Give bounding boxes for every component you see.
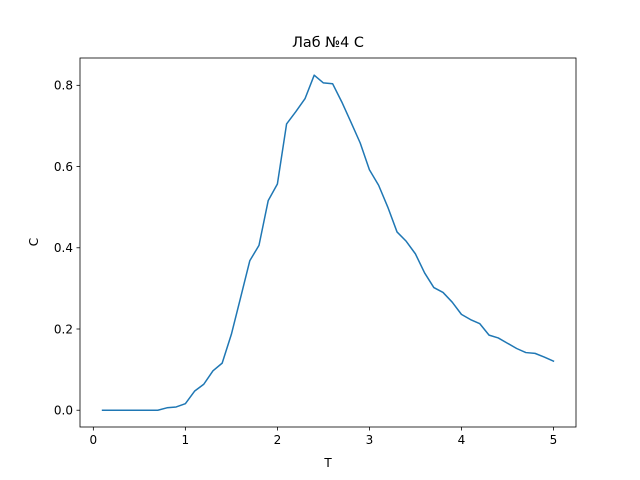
x-tick-label: 2 — [274, 433, 282, 447]
x-axis-label: T — [323, 456, 332, 470]
y-tick-label: 0.2 — [54, 322, 73, 336]
y-axis-label: C — [27, 238, 41, 246]
y-tick-label: 0.8 — [54, 79, 73, 93]
plot-frame — [79, 57, 577, 428]
y-tick-label: 0.0 — [54, 404, 73, 418]
chart-title: Лаб №4 C — [292, 35, 364, 51]
x-tick-label: 1 — [182, 433, 190, 447]
plot-area: 0 1 2 3 4 5 0.0 0.2 0.4 0.6 0.8 — [54, 57, 577, 447]
y-tick-label: 0.6 — [54, 160, 73, 174]
x-tick-label: 4 — [458, 433, 466, 447]
x-tick-label: 5 — [550, 433, 558, 447]
x-tick-label: 0 — [90, 433, 98, 447]
x-tick-label: 3 — [366, 433, 374, 447]
y-tick-label: 0.4 — [54, 241, 73, 255]
series-line-1 — [101, 74, 555, 411]
